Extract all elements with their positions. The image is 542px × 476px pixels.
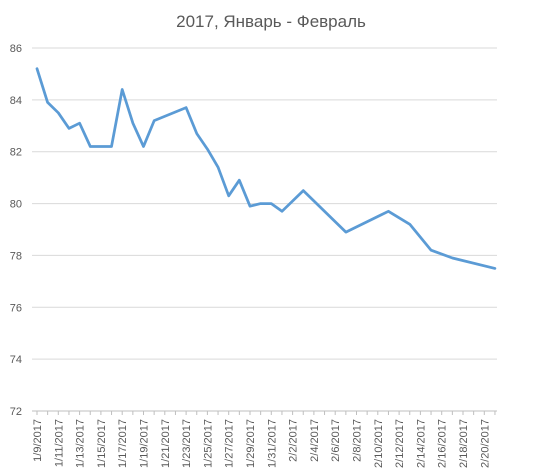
- x-tick-label: 1/19/2017: [139, 419, 151, 468]
- x-tick-label: 2/16/2017: [437, 419, 449, 468]
- x-tick-label: 2/20/2017: [479, 419, 491, 468]
- x-tick-label: 2/2/2017: [288, 419, 300, 462]
- x-tick-label: 1/11/2017: [53, 419, 65, 467]
- series-layer: [35, 67, 497, 270]
- x-tick-label: 2/8/2017: [352, 419, 364, 462]
- x-tick-label: 2/18/2017: [458, 419, 470, 468]
- x-tick-label: 2/12/2017: [394, 419, 406, 468]
- x-tick-label: 2/10/2017: [373, 419, 385, 468]
- x-tick-label: 1/29/2017: [245, 419, 257, 468]
- x-tick-label: 2/6/2017: [330, 419, 342, 462]
- series-line: [35, 67, 497, 270]
- chart-title: 2017, Январь - Февраль: [176, 12, 366, 31]
- y-tick-label: 86: [10, 43, 22, 55]
- x-tick-label: 1/27/2017: [224, 419, 236, 468]
- x-tick-label: 1/13/2017: [75, 419, 87, 468]
- axis-layer: 72 74 76 78 80 82 84 86 1/9/2017 1/11/2017 1/13/20…: [10, 43, 497, 468]
- y-tick-label: 78: [10, 250, 22, 262]
- y-tick-label: 76: [10, 302, 22, 314]
- x-tick-label: 1/21/2017: [160, 419, 172, 468]
- x-tick-label: 1/25/2017: [202, 419, 214, 468]
- x-tick-label: 1/31/2017: [266, 419, 278, 468]
- y-tick-label: 74: [10, 354, 22, 366]
- x-tick-label: 1/15/2017: [96, 419, 108, 468]
- x-tick-label: 1/23/2017: [181, 419, 193, 468]
- y-tick-label: 72: [10, 406, 22, 418]
- y-tick-label: 84: [10, 95, 22, 107]
- x-tick-label: 1/17/2017: [117, 419, 129, 468]
- x-tick-label: 1/9/2017: [32, 419, 44, 462]
- x-tick-label: 2/4/2017: [309, 419, 321, 462]
- x-tick-label: 2/14/2017: [415, 419, 427, 468]
- y-tick-label: 82: [10, 147, 22, 159]
- y-tick-label: 80: [10, 199, 22, 211]
- grid-layer: [32, 47, 497, 412]
